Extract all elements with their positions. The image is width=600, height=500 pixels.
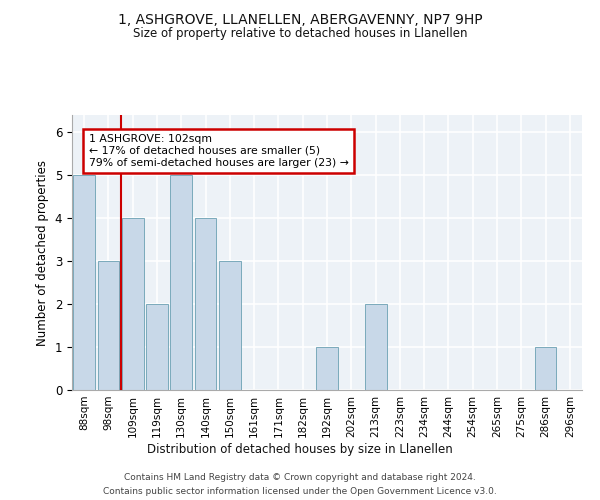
Bar [219,261,241,390]
Bar [170,175,192,390]
Text: 1 ASHGROVE: 102sqm
← 17% of detached houses are smaller (5)
79% of semi-detached: 1 ASHGROVE: 102sqm ← 17% of detached hou… [89,134,349,168]
Text: Contains public sector information licensed under the Open Government Licence v3: Contains public sector information licen… [103,488,497,496]
Text: 1, ASHGROVE, LLANELLEN, ABERGAVENNY, NP7 9HP: 1, ASHGROVE, LLANELLEN, ABERGAVENNY, NP7… [118,12,482,26]
Y-axis label: Number of detached properties: Number of detached properties [36,160,49,346]
Text: Contains HM Land Registry data © Crown copyright and database right 2024.: Contains HM Land Registry data © Crown c… [124,472,476,482]
Bar [97,261,119,390]
Bar [146,304,168,390]
Bar [122,218,143,390]
Text: Distribution of detached houses by size in Llanellen: Distribution of detached houses by size … [147,442,453,456]
Bar [365,304,386,390]
Text: Size of property relative to detached houses in Llanellen: Size of property relative to detached ho… [133,28,467,40]
Bar [535,347,556,390]
Bar [73,175,95,390]
Bar [194,218,217,390]
Bar [316,347,338,390]
